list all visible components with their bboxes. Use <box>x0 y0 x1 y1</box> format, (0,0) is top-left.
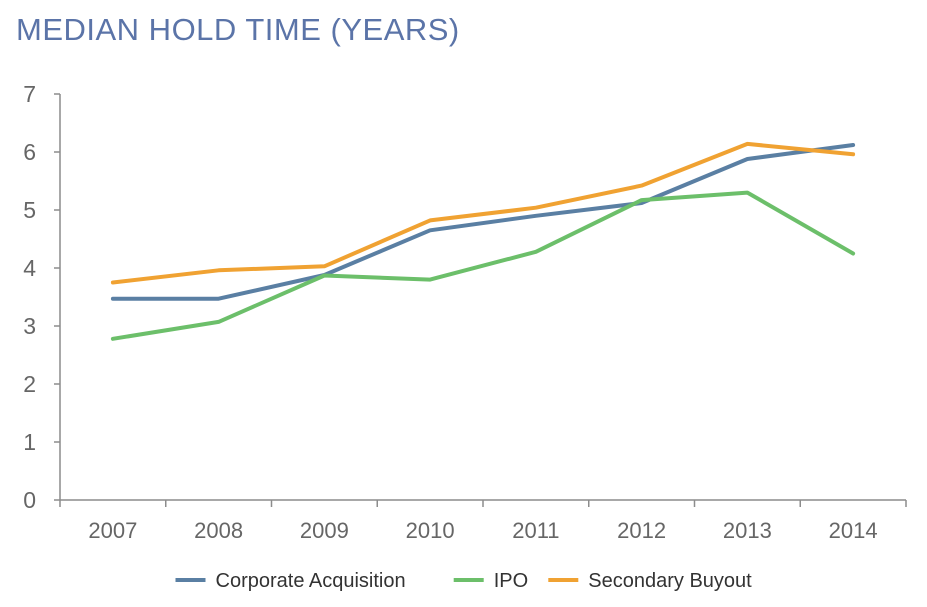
x-tick-label: 2014 <box>829 518 878 543</box>
legend: Corporate Acquisition IPO Secondary Buyout <box>175 570 752 592</box>
x-tick-label: 2009 <box>300 518 349 543</box>
y-tick-label: 1 <box>23 429 36 455</box>
y-tick-label: 6 <box>23 139 36 165</box>
y-tick-label: 7 <box>23 81 36 107</box>
series-lines <box>110 141 856 341</box>
series-line-secondary-buyout <box>110 141 856 285</box>
y-tick-label: 0 <box>23 487 36 513</box>
axes: 0 1 2 3 4 5 6 7 2007 2008 2009 2010 2011 2012 2013 2014 <box>23 81 907 543</box>
x-tick-label: 2010 <box>406 518 455 543</box>
y-tick-label: 3 <box>23 313 36 339</box>
chart-title: MEDIAN HOLD TIME (YEARS) <box>16 12 460 47</box>
series-line-corporate-acquisition <box>110 143 856 301</box>
x-tick-label: 2011 <box>512 518 559 543</box>
x-tick-label: 2007 <box>88 518 137 543</box>
x-tick-label: 2008 <box>194 518 243 543</box>
legend-label-secondary-buyout: Secondary Buyout <box>588 570 752 592</box>
x-tick-label: 2013 <box>723 518 772 543</box>
y-tick-label: 2 <box>23 371 36 397</box>
x-tick-label: 2012 <box>617 518 666 543</box>
legend-label-corporate-acquisition: Corporate Acquisition <box>216 570 406 592</box>
legend-label-ipo: IPO <box>494 570 528 592</box>
y-tick-label: 4 <box>23 255 36 281</box>
y-tick-label: 5 <box>23 197 36 223</box>
series-line-ipo <box>110 190 856 341</box>
